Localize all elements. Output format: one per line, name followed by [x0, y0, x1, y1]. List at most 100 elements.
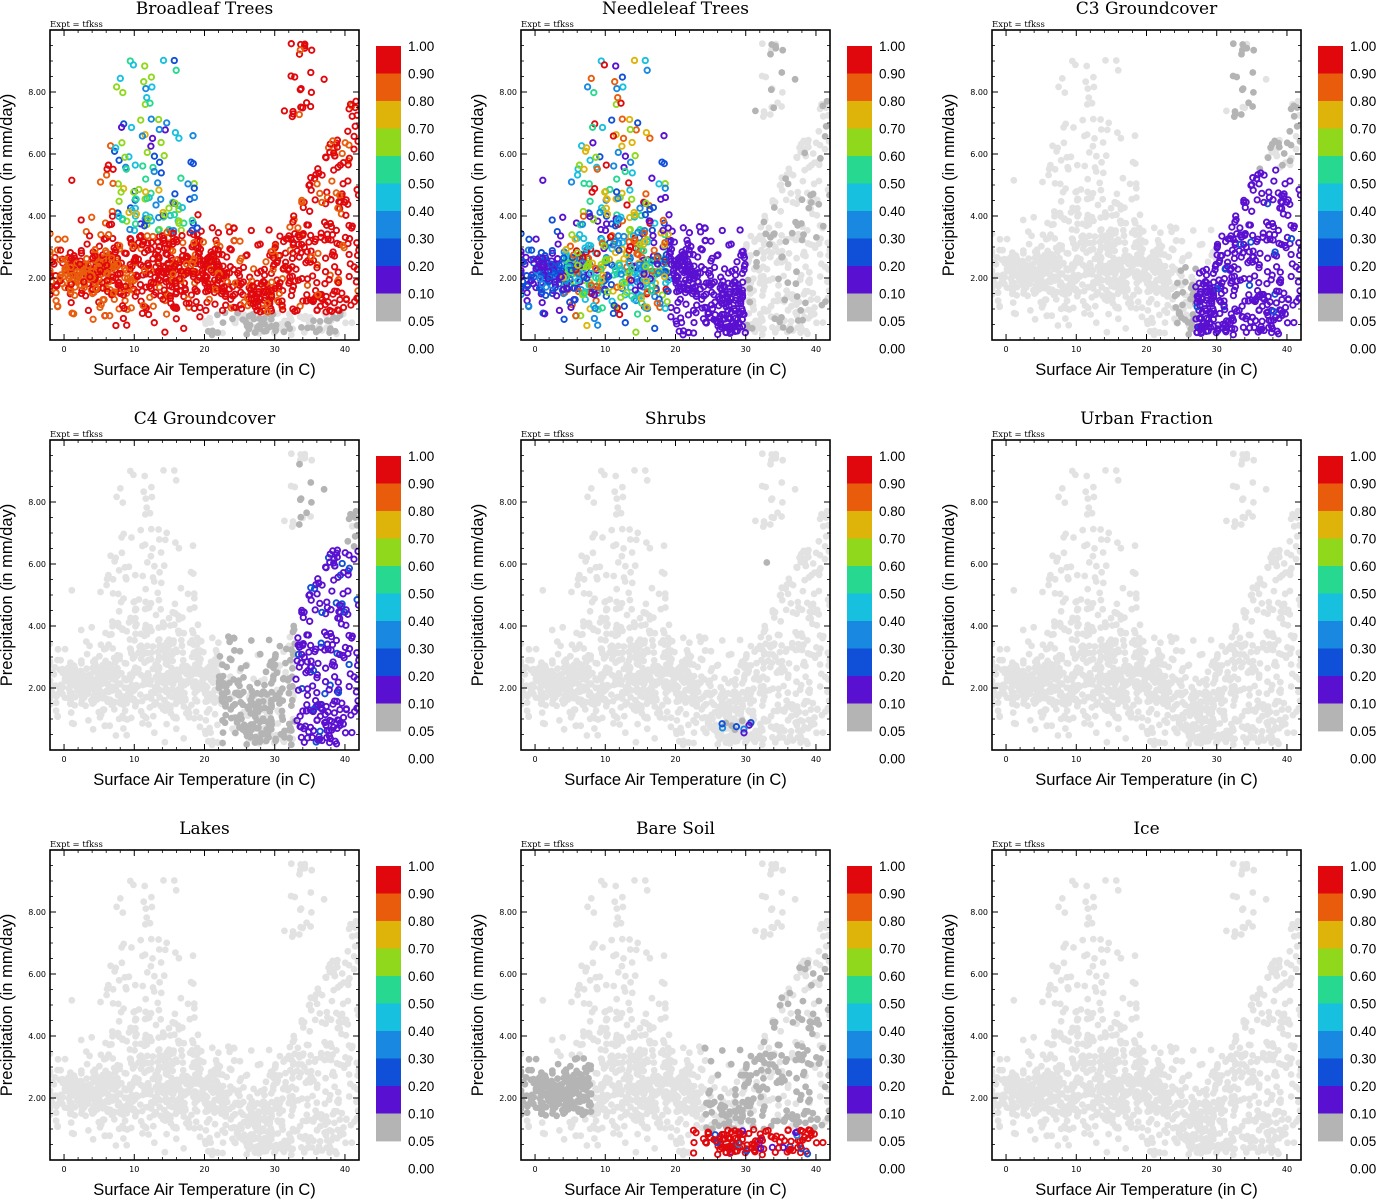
- fraction-point: [325, 276, 333, 284]
- bg-point: [297, 313, 305, 321]
- fraction-point: [348, 222, 356, 230]
- bg-point: [1085, 232, 1093, 240]
- bg-point: [804, 330, 811, 338]
- fraction-point: [135, 233, 144, 241]
- fraction-point: [189, 132, 197, 140]
- colorbar-label: 0.90: [879, 67, 905, 82]
- colorbar-label: 0.50: [408, 177, 434, 192]
- fraction-point: [567, 266, 576, 275]
- bg-point: [1126, 180, 1134, 188]
- fraction-point: [623, 201, 631, 209]
- bg-point: [1132, 273, 1139, 281]
- zero-point: [241, 317, 249, 325]
- fraction-point: [351, 122, 359, 130]
- fraction-point: [575, 161, 584, 169]
- fraction-point: [276, 278, 284, 287]
- fraction-point: [1213, 244, 1221, 252]
- fraction-point: [142, 84, 150, 93]
- fraction-point: [175, 217, 183, 225]
- bg-point: [1099, 195, 1107, 203]
- fraction-point: [311, 237, 319, 246]
- bg-point: [121, 675, 128, 682]
- fraction-point: [1287, 235, 1296, 243]
- bg-point: [1155, 257, 1163, 265]
- fraction-point: [559, 213, 567, 221]
- fraction-point: [574, 261, 582, 269]
- fraction-point: [597, 225, 605, 234]
- bg-point: [1103, 328, 1111, 336]
- zero-point: [788, 229, 796, 237]
- bg-point: [1113, 211, 1120, 219]
- bg-point: [747, 232, 755, 240]
- fraction-point: [555, 261, 563, 269]
- fraction-point: [1197, 322, 1205, 330]
- bg-point: [61, 645, 69, 653]
- fraction-point: [1267, 322, 1276, 330]
- fraction-point: [625, 226, 634, 234]
- bg-point: [1081, 162, 1089, 170]
- fraction-point: [172, 315, 180, 323]
- fraction-point: [593, 165, 601, 173]
- bg-point: [1062, 305, 1070, 312]
- fraction-point: [736, 226, 744, 234]
- fraction-point: [1218, 232, 1226, 240]
- fraction-point: [190, 193, 199, 202]
- fraction-point: [313, 306, 321, 315]
- zero-point: [1182, 264, 1189, 271]
- zero-point: [798, 236, 806, 244]
- fraction-point: [1248, 180, 1256, 189]
- y-axis-label: Precipitation (in mm/day): [469, 94, 487, 276]
- fraction-point: [731, 265, 740, 274]
- colorbar-swatch: [376, 238, 401, 267]
- fraction-point: [231, 303, 240, 312]
- fraction-point: [54, 235, 62, 243]
- fraction-point: [179, 238, 187, 247]
- zero-point: [771, 315, 779, 323]
- fraction-point: [279, 305, 287, 314]
- bg-point: [1041, 284, 1049, 292]
- fraction-point: [336, 295, 344, 304]
- fraction-point: [547, 260, 555, 268]
- fraction-point: [733, 258, 741, 266]
- fraction-point: [306, 207, 314, 215]
- fraction-point: [110, 147, 119, 155]
- bg-point: [1042, 235, 1050, 243]
- zero-point: [779, 324, 787, 331]
- zero-point: [805, 204, 813, 212]
- fraction-point: [1269, 236, 1277, 244]
- bg-point: [157, 579, 165, 587]
- bg-point: [794, 188, 802, 196]
- fraction-point: [1263, 254, 1272, 262]
- fraction-point: [82, 227, 90, 236]
- fraction-point: [265, 226, 273, 234]
- fraction-point: [570, 284, 578, 292]
- fraction-point: [237, 288, 245, 296]
- fraction-point: [566, 274, 574, 283]
- fraction-point: [165, 204, 173, 212]
- fraction-point: [1255, 279, 1263, 287]
- fraction-point: [1207, 310, 1215, 318]
- fraction-point: [1256, 249, 1264, 258]
- bg-point: [1086, 215, 1094, 223]
- bg-point: [76, 670, 84, 678]
- fraction-point: [214, 229, 223, 237]
- bg-point: [784, 307, 792, 314]
- bg-point: [1155, 240, 1163, 248]
- fraction-point: [109, 289, 118, 297]
- fraction-point: [316, 189, 324, 198]
- fraction-point: [581, 147, 590, 155]
- fraction-point: [559, 289, 568, 298]
- fraction-point: [327, 196, 335, 204]
- bg-point: [1073, 161, 1081, 169]
- fraction-point: [142, 283, 150, 291]
- fraction-point: [126, 276, 135, 285]
- bg-point: [1083, 62, 1091, 70]
- fraction-point: [692, 309, 700, 317]
- bg-point: [825, 287, 830, 295]
- fraction-point: [327, 223, 336, 231]
- zero-point: [1290, 112, 1298, 120]
- colorbar-label: 0.60: [408, 149, 434, 164]
- bg-point: [994, 297, 1002, 305]
- fraction-point: [298, 240, 306, 249]
